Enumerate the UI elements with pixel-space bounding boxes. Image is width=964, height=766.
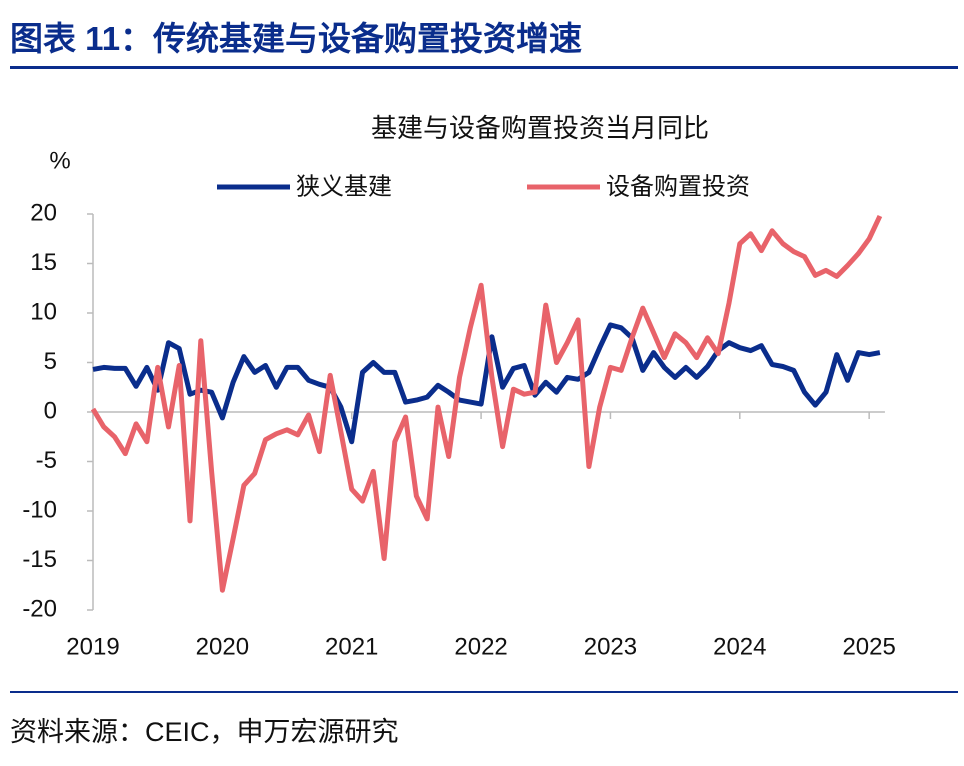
x-tick-label: 2019 (66, 633, 119, 660)
y-tick-label: -5 (36, 447, 57, 474)
x-tick-label: 2023 (584, 633, 637, 660)
chart: 基建与设备购置投资当月同比 % -20 -15 -10 -5 0 5 10 15 20 2019 2… (22, 113, 896, 660)
y-axis-label: % (49, 147, 70, 174)
x-tick-label: 2024 (713, 633, 766, 660)
y-tick-label: 0 (44, 397, 57, 424)
x-tick-label: 2021 (325, 633, 378, 660)
y-tick-label: 5 (44, 348, 57, 375)
y-tick-label: -15 (22, 546, 57, 573)
legend-label: 设备购置投资 (606, 173, 750, 200)
y-tick-label: 15 (30, 249, 57, 276)
chart-title: 基建与设备购置投资当月同比 (371, 113, 709, 143)
rule (10, 691, 958, 693)
series-line (90, 214, 883, 593)
y-tick-label: 10 (30, 298, 57, 325)
rule (10, 66, 958, 69)
series-line (92, 322, 881, 445)
y-tick-label: 20 (30, 199, 57, 226)
y-tick-label: -20 (22, 595, 57, 622)
x-tick-label: 2022 (454, 633, 507, 660)
x-tick-label: 2025 (842, 633, 895, 660)
legend-label: 狭义基建 (296, 173, 392, 200)
x-tick-label: 2020 (196, 633, 249, 660)
y-tick-label: -10 (22, 496, 57, 523)
source: 资料来源：CEIC，申万宏源研究 (10, 717, 399, 747)
page-title: 图表 11：传统基建与设备购置投资增速 (10, 20, 583, 57)
